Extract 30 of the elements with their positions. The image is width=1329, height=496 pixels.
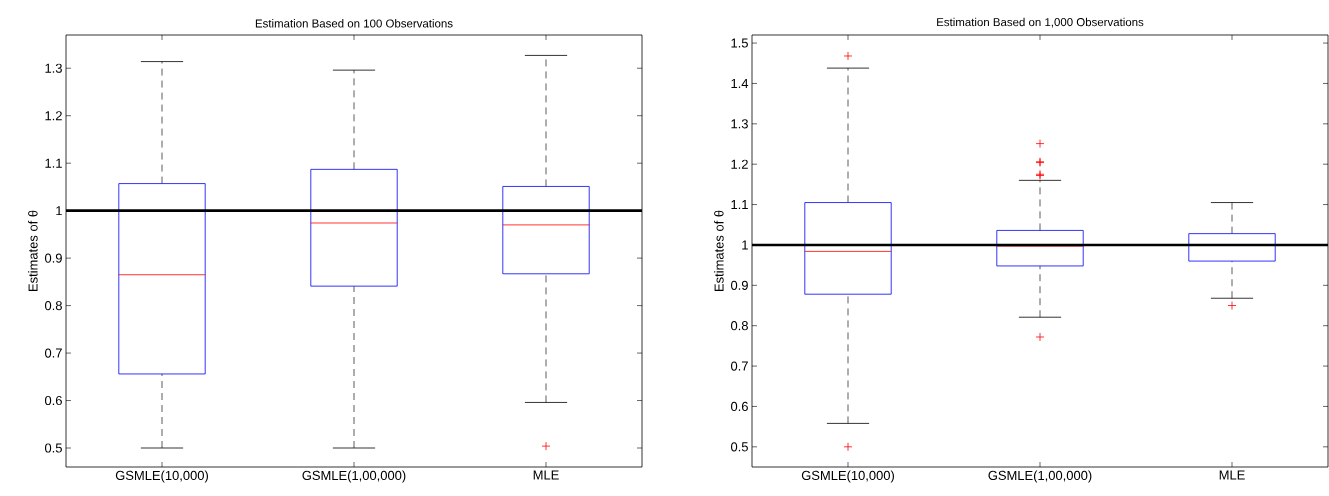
y-tick-label: 0.8 [730,321,748,331]
y-tick-label: 0.9 [44,253,62,263]
x-tick-label: GSMLE(1,00,000) [988,470,1092,483]
x-tick-label: MLE [1219,470,1245,480]
y-tick-label: 0.7 [730,361,748,371]
y-axis-title: Estimates of θ [714,210,724,291]
y-tick-label: 0.9 [730,280,748,290]
y-tick-label: 1.5 [731,38,748,48]
y-axis-title: Estimates of θ [28,210,38,291]
y-tick-label: 1.2 [45,111,62,121]
x-tick-label: GSMLE(10,000) [801,470,894,483]
y-tick-label: 1 [742,240,748,250]
y-tick-label: 0.6 [44,395,62,406]
y-tick-label: 0.5 [730,442,748,452]
y-tick-label: 1.2 [731,159,748,169]
y-tick-label: 1 [56,206,62,216]
x-tick-label: GSMLE(10,000) [115,470,208,483]
y-tick-label: 1.1 [45,158,62,168]
x-tick-label: GSMLE(1,00,000) [302,470,406,483]
y-tick-label: 1.3 [731,119,748,129]
y-tick-label: 1.4 [731,78,749,88]
y-tick-label: 1.1 [731,200,748,210]
x-tick-label: MLE [533,470,559,480]
y-tick-label: 0.7 [44,348,62,358]
y-tick-label: 0.6 [730,401,748,412]
chart-title: Estimation Based on 100 Observations [255,19,453,28]
y-tick-label: 1.3 [45,63,62,73]
y-tick-label: 0.8 [44,301,62,311]
chart-title: Estimation Based on 1,000 Observations [937,17,1144,28]
y-tick-label: 0.5 [44,443,62,453]
